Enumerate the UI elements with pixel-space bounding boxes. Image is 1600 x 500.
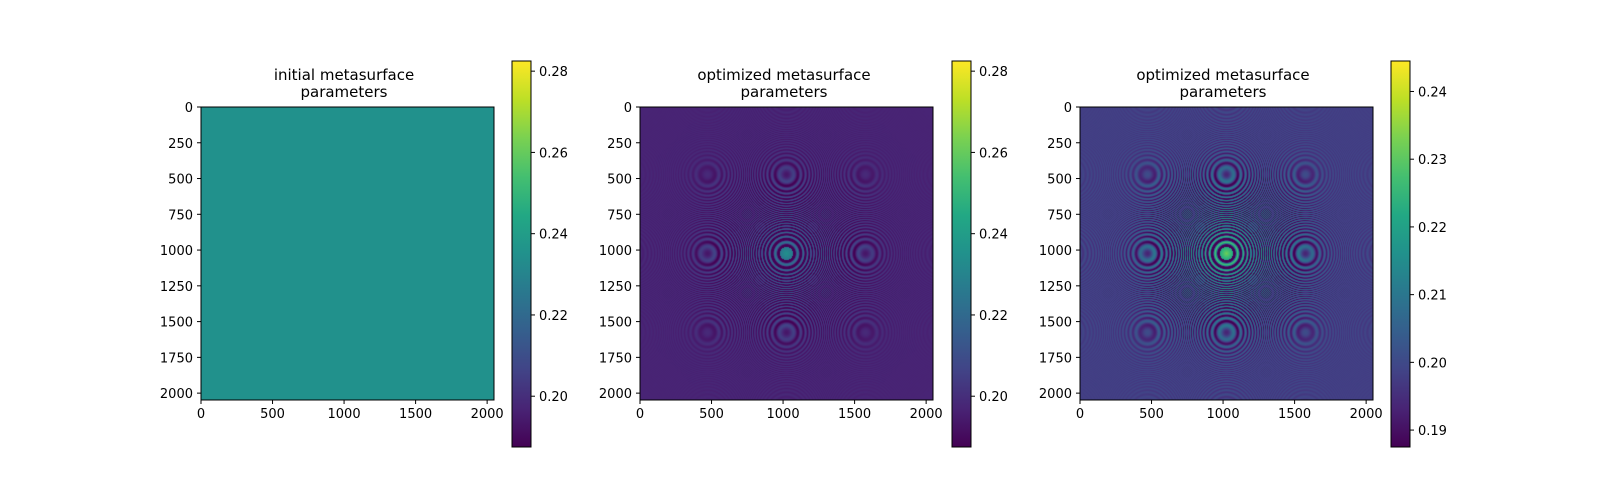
y-tick-label: 1750 [1039, 351, 1072, 366]
colorbar-tick-label: 0.24 [979, 228, 1008, 243]
x-tick-label: 1500 [399, 407, 432, 422]
axes-frame [200, 106, 495, 401]
colorbar-tick-label: 0.23 [1418, 153, 1447, 168]
x-tick-label: 1000 [1207, 407, 1240, 422]
subplot-optimized-1: optimized metasurface parameters 0 500 100… [599, 60, 1008, 448]
colorbar-tick-label: 0.22 [979, 309, 1008, 324]
y-tick-label: 500 [607, 173, 632, 188]
subplot-title: parameters [740, 83, 827, 101]
x-tick-label: 1000 [328, 407, 361, 422]
heatmap-image [640, 107, 933, 400]
x-tick-label: 500 [1139, 407, 1164, 422]
x-tick-label: 2000 [910, 407, 943, 422]
axes-frame [639, 106, 934, 401]
y-tick-label: 250 [168, 137, 193, 152]
colorbar-ticks: 0.20 0.22 0.24 0.26 0.28 [531, 65, 568, 405]
y-tick-label: 1250 [599, 280, 632, 295]
colorbar-tick-label: 0.20 [979, 390, 1008, 405]
colorbar-ticks: 0.20 0.22 0.24 0.26 0.28 [971, 65, 1008, 405]
axis-ticks: 0 500 1000 1500 2000 0 250 500 750 1000 1250 1500 17… [1039, 101, 1383, 422]
colorbar-tick-label: 0.28 [539, 65, 568, 80]
x-tick-label: 0 [636, 407, 644, 422]
colorbar-tick-label: 0.26 [979, 146, 1008, 161]
y-tick-label: 1750 [160, 351, 193, 366]
subplot-title: optimized metasurface [697, 66, 870, 84]
x-tick-label: 500 [699, 407, 724, 422]
x-tick-label: 2000 [1350, 407, 1383, 422]
colorbar-tick-label: 0.20 [539, 390, 568, 405]
y-tick-label: 750 [607, 208, 632, 223]
y-tick-label: 1250 [1039, 280, 1072, 295]
x-tick-label: 1500 [838, 407, 871, 422]
y-tick-label: 500 [168, 173, 193, 188]
colorbar-tick-label: 0.26 [539, 146, 568, 161]
axis-ticks: 0 500 1000 1500 2000 0 250 500 750 1000 1250 1500 17… [160, 101, 504, 422]
colorbar-tick-label: 0.21 [1418, 289, 1447, 304]
axes-frame [1079, 106, 1374, 401]
y-tick-label: 750 [1047, 208, 1072, 223]
colorbar [951, 60, 972, 448]
colorbar-tick-label: 0.22 [539, 309, 568, 324]
colorbar-tick-label: 0.22 [1418, 221, 1447, 236]
subplot-optimized-2: optimized metasurface parameters 0 500 100… [1039, 60, 1447, 448]
subplot-title: optimized metasurface [1136, 66, 1309, 84]
x-tick-label: 1000 [767, 407, 800, 422]
colorbar-tick-label: 0.19 [1418, 424, 1447, 439]
x-tick-label: 1500 [1278, 407, 1311, 422]
x-tick-label: 2000 [471, 407, 504, 422]
y-tick-label: 0 [1064, 101, 1072, 116]
subplot-title: parameters [300, 83, 387, 101]
heatmap-image [1080, 107, 1373, 400]
y-tick-label: 1750 [599, 351, 632, 366]
axis-ticks: 0 500 1000 1500 2000 0 250 500 750 1000 1250 1500 17… [599, 101, 943, 422]
x-tick-label: 0 [197, 407, 205, 422]
colorbar-tick-label: 0.20 [1418, 356, 1447, 371]
y-tick-label: 0 [185, 101, 193, 116]
y-tick-label: 2000 [160, 387, 193, 402]
y-tick-label: 1500 [160, 316, 193, 331]
y-tick-label: 1500 [599, 316, 632, 331]
y-tick-label: 1000 [160, 244, 193, 259]
subplot-title: parameters [1179, 83, 1266, 101]
y-tick-label: 1500 [1039, 316, 1072, 331]
colorbar-tick-label: 0.24 [539, 228, 568, 243]
y-tick-label: 2000 [1039, 387, 1072, 402]
y-tick-label: 2000 [599, 387, 632, 402]
y-tick-label: 0 [624, 101, 632, 116]
x-tick-label: 500 [260, 407, 285, 422]
colorbar-tick-label: 0.24 [1418, 85, 1447, 100]
subplot-initial: initial metasurface parameters 0 500 1000 1… [160, 60, 568, 448]
colorbar-ticks: 0.19 0.20 0.21 0.22 0.23 0.24 [1410, 85, 1447, 439]
x-tick-label: 0 [1076, 407, 1084, 422]
subplot-title: initial metasurface [274, 66, 414, 84]
y-tick-label: 500 [1047, 173, 1072, 188]
colorbar-tick-label: 0.28 [979, 65, 1008, 80]
colorbar [511, 60, 532, 448]
y-tick-label: 1000 [599, 244, 632, 259]
y-tick-label: 1000 [1039, 244, 1072, 259]
colorbar [1390, 60, 1411, 448]
y-tick-label: 1250 [160, 280, 193, 295]
y-tick-label: 250 [607, 137, 632, 152]
y-tick-label: 250 [1047, 137, 1072, 152]
heatmap-image [201, 107, 494, 400]
y-tick-label: 750 [168, 208, 193, 223]
